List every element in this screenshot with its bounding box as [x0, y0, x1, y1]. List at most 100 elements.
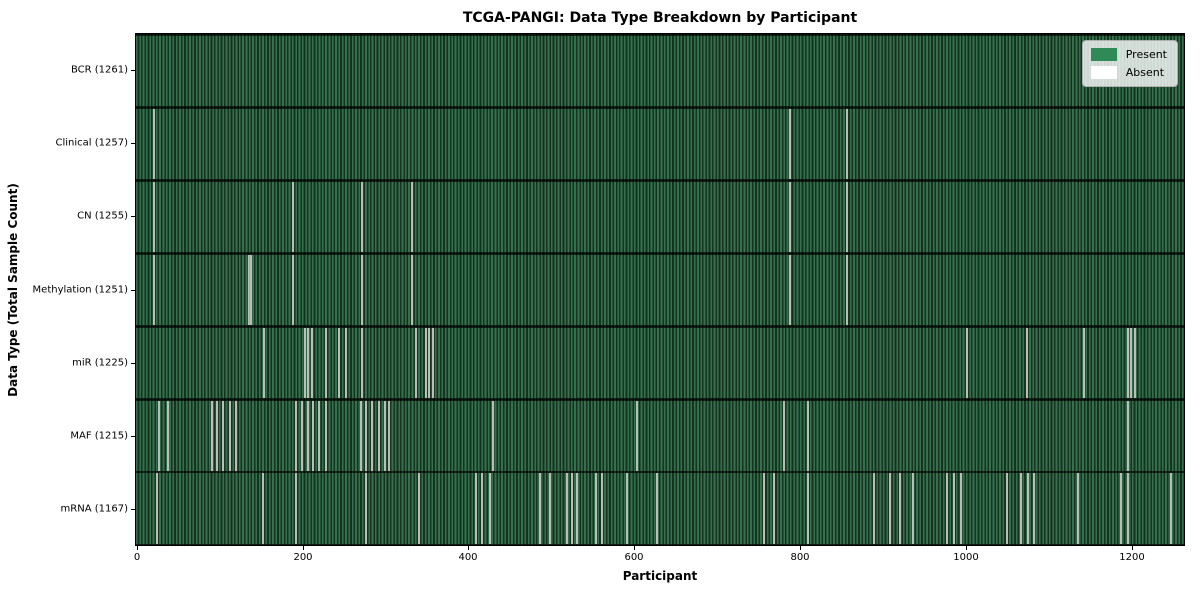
legend-absent-label: Absent [1125, 66, 1165, 79]
absent-mark [157, 401, 160, 471]
x-axis-label: Participant [622, 569, 698, 583]
absent-mark [324, 401, 327, 471]
y-tick-mark [131, 363, 135, 364]
plot-area: Present Absent [135, 33, 1185, 546]
absent-mark [318, 401, 321, 471]
heatmap-row-Methylation [136, 253, 1184, 326]
absent-mark [576, 473, 579, 544]
absent-mark [635, 401, 638, 471]
legend-present-swatch [1090, 48, 1117, 61]
absent-mark [300, 401, 303, 471]
absent-mark [152, 182, 155, 252]
legend-entry-present: Present [1090, 48, 1167, 61]
absent-mark [539, 473, 542, 544]
x-tick-label: 200 [293, 552, 313, 563]
absent-mark [216, 401, 219, 471]
absent-mark [1130, 328, 1133, 398]
absent-mark [155, 473, 158, 544]
y-tick-label: MAF (1215) [70, 430, 128, 442]
absent-mark [410, 255, 413, 325]
absent-mark [953, 473, 956, 544]
absent-mark [361, 182, 364, 252]
absent-mark [310, 328, 313, 398]
y-tick-label: CN (1255) [77, 210, 128, 222]
y-tick-label: Clinical (1257) [55, 137, 129, 149]
absent-mark [1120, 473, 1123, 544]
absent-mark [488, 473, 491, 544]
y-tick-label: BCR (1261) [70, 64, 128, 76]
legend: Present Absent [1081, 40, 1178, 87]
x-tick-mark [1132, 546, 1133, 550]
absent-mark [432, 328, 435, 398]
absent-mark [626, 473, 629, 544]
absent-mark [772, 473, 775, 544]
legend-absent-swatch [1090, 66, 1117, 79]
x-tick-label: 600 [624, 552, 644, 563]
x-tick-mark [634, 546, 635, 550]
absent-mark [549, 473, 552, 544]
y-tick-label: miR (1225) [72, 357, 128, 369]
absent-mark [365, 473, 368, 544]
legend-entry-absent: Absent [1090, 66, 1167, 79]
absent-mark [344, 328, 347, 398]
absent-mark [1033, 473, 1036, 544]
absent-mark [899, 473, 902, 544]
x-tick-mark [303, 546, 304, 550]
chart-title: TCGA-PANGI: Data Type Breakdown by Parti… [462, 10, 858, 26]
absent-mark [872, 473, 875, 544]
absent-mark [1169, 473, 1172, 544]
absent-mark [414, 328, 417, 398]
absent-mark [387, 401, 390, 471]
absent-mark [475, 473, 478, 544]
y-tick-mark [131, 436, 135, 437]
y-tick-mark [131, 216, 135, 217]
heatmap-row-miR [136, 326, 1184, 399]
absent-mark [359, 401, 362, 471]
absent-mark [959, 473, 962, 544]
absent-mark [222, 401, 225, 471]
y-tick-mark [131, 290, 135, 291]
absent-mark [789, 109, 792, 179]
absent-mark [324, 328, 327, 398]
x-tick-label: 1000 [953, 552, 979, 563]
y-tick-mark [131, 143, 135, 144]
absent-mark [491, 401, 494, 471]
x-tick-mark [800, 546, 801, 550]
absent-mark [1083, 328, 1085, 398]
absent-mark [1126, 473, 1129, 544]
x-tick-label: 800 [790, 552, 810, 563]
absent-mark [428, 328, 431, 398]
x-tick-label: 0 [133, 552, 141, 563]
absent-mark [889, 473, 892, 544]
absent-mark [595, 473, 598, 544]
absent-mark [365, 401, 368, 471]
y-tick-mark [131, 509, 135, 510]
absent-mark [806, 401, 809, 471]
x-tick-mark [137, 546, 138, 550]
absent-mark [361, 328, 364, 398]
heatmap-row-MAF [136, 399, 1184, 472]
absent-mark [424, 328, 427, 398]
absent-mark [377, 401, 380, 471]
absent-mark [383, 401, 386, 471]
absent-mark [304, 328, 307, 398]
x-tick-label: 1200 [1119, 552, 1145, 563]
absent-mark [782, 401, 785, 471]
absent-mark [806, 473, 809, 544]
absent-mark [570, 473, 573, 544]
absent-mark [307, 328, 310, 398]
absent-mark [946, 473, 949, 544]
absent-mark [846, 255, 849, 325]
absent-mark [1126, 401, 1129, 471]
absent-mark [247, 255, 250, 325]
absent-mark [371, 401, 374, 471]
absent-mark [306, 401, 309, 471]
absent-mark [234, 401, 237, 471]
absent-mark [481, 473, 484, 544]
y-tick-label: Methylation (1251) [32, 284, 128, 295]
heatmap-row-mRNA [136, 472, 1184, 545]
absent-mark [1077, 473, 1080, 544]
absent-mark [228, 401, 231, 471]
legend-present-label: Present [1125, 48, 1167, 61]
